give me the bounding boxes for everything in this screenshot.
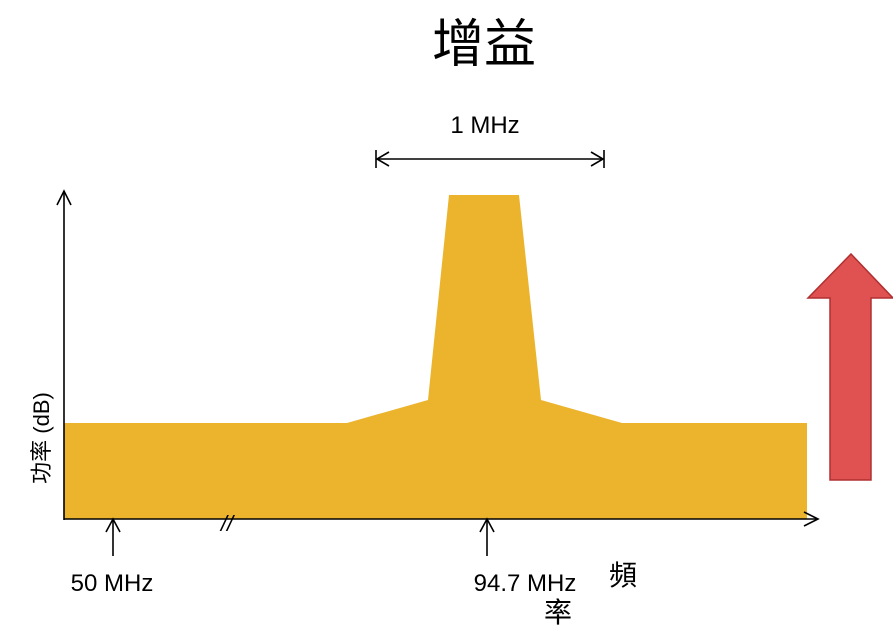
bandwidth-label: 1 MHz	[450, 112, 519, 139]
up-arrow-icon	[806, 252, 893, 481]
center-frequency-label: 94.7 MHz	[474, 570, 577, 597]
y-axis-label: 功率 (dB)	[29, 392, 54, 484]
start-marker-arrow	[105, 517, 121, 556]
y-axis	[56, 189, 72, 520]
x-axis-label-char-2: 率	[544, 596, 572, 629]
spectrum-shape	[64, 195, 807, 519]
x-axis-label-char-1: 頻	[609, 559, 637, 592]
axis-break-mark: //	[219, 511, 235, 536]
diagram-title: 增益	[432, 15, 536, 75]
bandwidth-dimension-arrow	[375, 150, 605, 168]
center-marker-arrow	[479, 517, 495, 556]
start-frequency-label: 50 MHz	[71, 570, 154, 597]
x-axis	[64, 511, 820, 527]
